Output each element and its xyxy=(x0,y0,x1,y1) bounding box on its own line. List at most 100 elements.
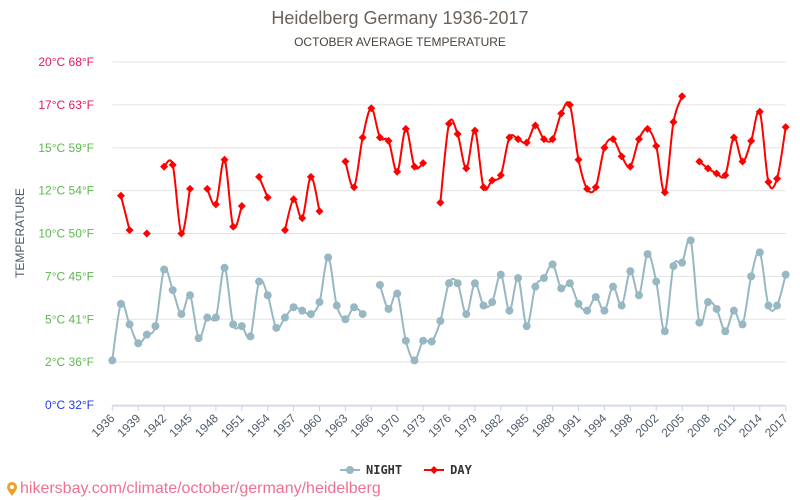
day-point xyxy=(557,109,566,118)
night-point xyxy=(660,327,669,336)
night-point xyxy=(470,279,479,288)
source-url: hikersbay.com/climate/october/germany/he… xyxy=(20,480,381,497)
night-point xyxy=(401,336,410,345)
day-point xyxy=(539,135,548,144)
y-tick-label: 0°C 32°F xyxy=(45,398,94,412)
x-tick-label: 1960 xyxy=(296,411,325,440)
y-tick-label: 2°C 36°F xyxy=(45,355,94,369)
y-tick-label: 10°C 50°F xyxy=(38,227,94,241)
day-point xyxy=(401,124,410,133)
night-point xyxy=(272,323,281,332)
night-point xyxy=(306,310,315,319)
day-line xyxy=(698,109,787,190)
night-point xyxy=(721,327,730,336)
day-point xyxy=(704,164,712,173)
night-point xyxy=(194,334,203,343)
night-point xyxy=(764,301,773,310)
day-point xyxy=(514,135,523,144)
x-tick-label: 1970 xyxy=(374,411,403,440)
x-tick-label: 1942 xyxy=(140,411,169,440)
night-line xyxy=(111,256,364,361)
y-tick-label: 17°C 63°F xyxy=(38,98,94,112)
day-point xyxy=(237,202,246,211)
day-point xyxy=(177,229,186,238)
night-point xyxy=(574,299,583,308)
day-point xyxy=(755,107,764,116)
day-point xyxy=(565,100,574,109)
day-point xyxy=(600,143,609,152)
day-point xyxy=(384,136,393,145)
day-point xyxy=(609,135,618,144)
x-tick-label: 1945 xyxy=(166,411,195,440)
night-point xyxy=(186,291,194,300)
day-line xyxy=(206,158,243,230)
source-link[interactable]: hikersbay.com/climate/october/germany/he… xyxy=(6,480,381,498)
y-tick-label: 7°C 45°F xyxy=(45,269,94,283)
day-point xyxy=(203,184,212,193)
x-tick-label: 1991 xyxy=(555,411,584,440)
night-point xyxy=(280,313,289,322)
x-tick-label: 1988 xyxy=(529,411,558,440)
legend-label-day: DAY xyxy=(450,463,472,477)
night-point xyxy=(548,260,557,269)
day-point xyxy=(678,92,687,101)
night-point xyxy=(695,318,704,327)
x-tick-label: 1957 xyxy=(270,411,299,440)
night-point xyxy=(108,356,117,365)
x-tick-label: 1985 xyxy=(503,411,532,440)
day-point xyxy=(591,183,600,192)
night-point xyxy=(539,274,548,283)
day-point xyxy=(220,155,229,164)
legend-item-day[interactable]: DAY xyxy=(424,463,472,477)
x-tick-label: 1994 xyxy=(581,411,610,440)
night-point xyxy=(704,298,712,307)
night-point xyxy=(134,339,143,348)
night-point xyxy=(211,313,220,322)
night-point xyxy=(583,306,592,315)
x-tick-label: 1954 xyxy=(244,411,273,440)
night-point xyxy=(462,310,471,319)
day-point xyxy=(583,184,592,193)
y-tick-label: 12°C 54°F xyxy=(38,184,94,198)
night-point xyxy=(289,303,298,312)
day-point xyxy=(522,138,531,147)
day-legend-icon xyxy=(424,466,445,474)
night-point xyxy=(298,306,307,315)
night-point xyxy=(419,336,428,345)
day-point xyxy=(574,155,583,164)
night-point xyxy=(626,267,635,276)
day-point xyxy=(773,174,782,183)
day-point xyxy=(229,222,238,231)
day-point xyxy=(505,133,514,142)
day-line xyxy=(258,176,269,198)
y-tick-label: 20°C 68°F xyxy=(38,55,94,69)
night-point xyxy=(427,337,436,346)
x-tick-label: 1939 xyxy=(115,411,144,440)
night-point xyxy=(565,279,574,288)
night-point xyxy=(609,282,618,291)
y-tick-label: 15°C 59°F xyxy=(38,141,94,155)
night-point xyxy=(479,301,488,310)
night-point xyxy=(436,316,445,325)
night-point xyxy=(168,286,177,295)
night-point xyxy=(160,265,169,274)
night-point xyxy=(617,301,626,310)
legend-item-night[interactable]: NIGHT xyxy=(340,463,402,477)
night-point xyxy=(729,306,738,315)
night-point xyxy=(384,304,393,313)
night-point xyxy=(600,306,609,315)
day-point xyxy=(781,123,790,132)
day-point xyxy=(393,167,402,176)
day-point xyxy=(747,136,756,145)
day-point xyxy=(729,133,738,142)
night-point xyxy=(358,310,367,319)
night-point xyxy=(514,274,523,283)
day-point xyxy=(470,126,479,135)
day-point xyxy=(652,142,661,151)
day-point xyxy=(738,157,747,166)
x-tick-label: 2002 xyxy=(633,411,662,440)
day-line xyxy=(283,175,321,231)
day-point xyxy=(298,214,307,223)
x-tick-label: 1951 xyxy=(218,411,247,440)
